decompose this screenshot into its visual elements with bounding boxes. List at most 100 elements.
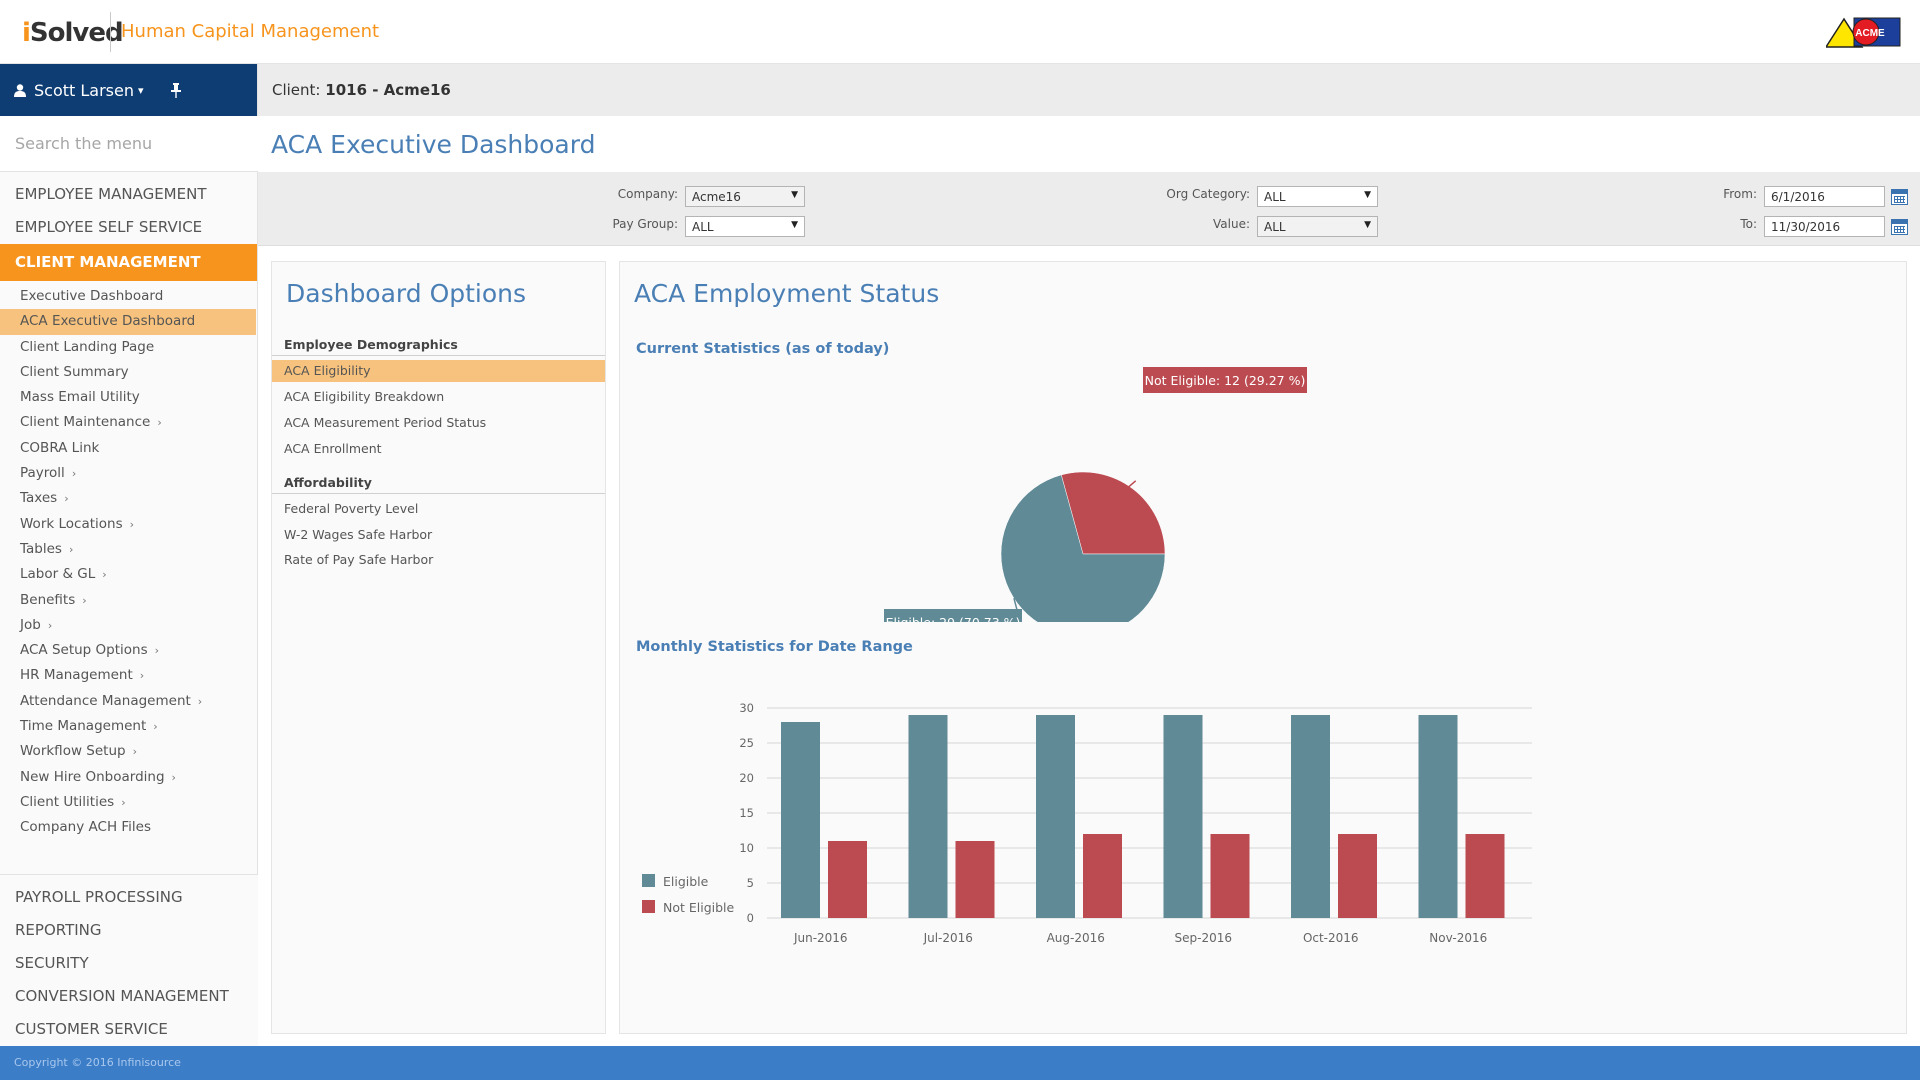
logo-divider <box>110 12 111 52</box>
option-aca-eligibility[interactable]: ACA Eligibility <box>272 360 605 382</box>
from-label: From: <box>1723 187 1757 201</box>
sidebar-item-executive-dashboard[interactable]: Executive Dashboard <box>20 288 164 304</box>
sidebar-item-work-locations[interactable]: Work Locations › <box>20 515 135 532</box>
sidebar-item-benefits[interactable]: Benefits › <box>20 591 87 608</box>
sidebar-item-time-management[interactable]: Time Management › <box>20 718 158 735</box>
tooltip-text-not-eligible: Not Eligible: 12 (29.27 %) <box>1145 373 1306 388</box>
calendar-icon[interactable] <box>1891 189 1908 205</box>
client-logo: ACME <box>1826 17 1901 48</box>
section-customer-service[interactable]: CUSTOMER SERVICE <box>15 1020 168 1038</box>
bar-not-eligible <box>1465 834 1505 918</box>
sidebar: Scott Larsen ▾ EMPLOYEE MANAGEMENT EMPLO… <box>0 64 258 1046</box>
chevron-right-icon: › <box>68 542 74 556</box>
y-tick-label: 10 <box>739 841 754 855</box>
tooltip-box-not-eligible <box>1143 367 1307 393</box>
sidebar-item-tables[interactable]: Tables › <box>20 540 74 557</box>
section-client-management[interactable]: CLIENT MANAGEMENT <box>0 244 257 281</box>
aca-employment-status-panel: ACA Employment Status Current Statistics… <box>619 261 1907 1034</box>
section-conversion-management[interactable]: CONVERSION MANAGEMENT <box>15 987 229 1005</box>
x-tick-label: Sep-2016 <box>1175 931 1233 945</box>
section-reporting[interactable]: REPORTING <box>15 921 102 939</box>
sidebar-item-cobra-link[interactable]: COBRA Link <box>20 439 100 456</box>
y-tick-label: 30 <box>739 701 754 715</box>
user-icon <box>14 83 26 97</box>
option-w2-wages-safe-harbor[interactable]: W-2 Wages Safe Harbor <box>284 527 433 542</box>
from-date-input[interactable]: 6/1/2016 <box>1764 186 1885 207</box>
bar-not-eligible <box>955 841 995 918</box>
y-tick-label: 20 <box>739 771 754 785</box>
sidebar-bottom-sections: PAYROLL PROCESSING REPORTING SECURITY CO… <box>0 874 258 1046</box>
chevron-right-icon: › <box>71 467 77 481</box>
company-label: Company: <box>617 187 678 201</box>
x-tick-label: Aug-2016 <box>1047 931 1105 945</box>
tooltip-text-eligible: Eligible: 29 (70.73 %) <box>886 615 1021 622</box>
dropdown-arrow-icon: ▼ <box>1364 190 1371 200</box>
group-employee-demographics: Employee Demographics <box>284 337 458 352</box>
top-header: iSolved Human Capital Management ACME <box>0 0 1920 64</box>
sidebar-item-client-maintenance[interactable]: Client Maintenance › <box>20 414 162 431</box>
user-name: Scott Larsen <box>34 80 134 100</box>
user-menu[interactable]: Scott Larsen ▾ <box>0 64 257 116</box>
client-bar: Client: 1016 - Acme16 <box>258 64 1920 116</box>
sidebar-item-client-landing-page[interactable]: Client Landing Page <box>20 338 155 355</box>
dropdown-arrow-icon: ▼ <box>1364 220 1371 230</box>
to-date-input[interactable]: 11/30/2016 <box>1764 216 1885 237</box>
chevron-right-icon: › <box>129 517 135 531</box>
pin-icon[interactable] <box>170 82 182 98</box>
x-tick-label: Jul-2016 <box>923 931 973 945</box>
section-payroll-processing[interactable]: PAYROLL PROCESSING <box>15 888 183 906</box>
sidebar-item-attendance-management[interactable]: Attendance Management › <box>20 692 203 709</box>
section-security[interactable]: SECURITY <box>15 954 89 972</box>
org-category-select[interactable]: ALL ▼ <box>1257 186 1378 207</box>
pie-slice-eligible <box>1000 474 1166 622</box>
y-tick-label: 15 <box>739 806 754 820</box>
sidebar-item-job[interactable]: Job › <box>20 616 53 633</box>
sidebar-item-company-ach-files[interactable]: Company ACH Files <box>20 819 152 836</box>
sidebar-item-aca-executive-dashboard[interactable]: ACA Executive Dashboard <box>0 309 256 335</box>
sidebar-item-hr-management[interactable]: HR Management › <box>20 667 145 684</box>
section-employee-self-service[interactable]: EMPLOYEE SELF SERVICE <box>15 218 203 236</box>
group-affordability: Affordability <box>284 475 372 490</box>
chevron-down-icon: ▾ <box>138 83 144 97</box>
logo-text: ACME <box>1855 28 1885 39</box>
option-rate-of-pay-safe-harbor[interactable]: Rate of Pay Safe Harbor <box>284 552 434 567</box>
chevron-right-icon: › <box>121 795 126 809</box>
sidebar-item-new-hire-onboarding[interactable]: New Hire Onboarding › <box>20 768 176 785</box>
sidebar-item-mass-email-utility[interactable]: Mass Email Utility <box>20 389 140 406</box>
sidebar-item-aca-setup-options[interactable]: ACA Setup Options › <box>20 642 160 659</box>
value-label: Value: <box>1213 217 1250 231</box>
chevron-right-icon: › <box>157 416 162 430</box>
section-employee-management[interactable]: EMPLOYEE MANAGEMENT <box>15 185 207 203</box>
option-aca-measurement-period-status[interactable]: ACA Measurement Period Status <box>284 415 487 430</box>
option-aca-enrollment[interactable]: ACA Enrollment <box>284 441 382 456</box>
bar-eligible <box>1291 715 1330 918</box>
sidebar-item-workflow-setup[interactable]: Workflow Setup › <box>20 743 137 760</box>
isolved-logo[interactable]: iSolved <box>22 18 124 48</box>
company-select[interactable]: Acme16 ▼ <box>685 186 805 207</box>
chevron-right-icon: › <box>153 720 158 734</box>
paygroup-select[interactable]: ALL ▼ <box>685 216 805 237</box>
calendar-icon[interactable] <box>1891 219 1908 235</box>
footer: Copyright © 2016 Infinisource <box>0 1046 1920 1080</box>
value-select[interactable]: ALL ▼ <box>1257 216 1378 237</box>
legend-label-eligible: Eligible <box>663 874 709 889</box>
option-federal-poverty-level[interactable]: Federal Poverty Level <box>284 501 419 516</box>
bar-not-eligible <box>1083 834 1122 918</box>
x-tick-label: Jun-2016 <box>793 931 848 945</box>
sidebar-item-taxes[interactable]: Taxes › <box>20 490 69 507</box>
option-aca-eligibility-breakdown[interactable]: ACA Eligibility Breakdown <box>284 389 445 404</box>
menu-search-input[interactable] <box>0 116 258 172</box>
legend-label-not-eligible: Not Eligible <box>663 900 735 915</box>
pie-slice-not-eligible <box>1060 471 1166 555</box>
sidebar-item-payroll[interactable]: Payroll › <box>20 465 77 482</box>
paygroup-label: Pay Group: <box>612 217 678 231</box>
page-title: ACA Executive Dashboard <box>271 130 596 159</box>
product-name: Human Capital Management <box>121 21 380 42</box>
group-divider <box>272 493 605 494</box>
x-tick-label: Oct-2016 <box>1303 931 1359 945</box>
sidebar-item-client-summary[interactable]: Client Summary <box>20 363 129 380</box>
chevron-right-icon: › <box>82 593 87 607</box>
sidebar-item-labor-gl[interactable]: Labor & GL › <box>20 566 107 583</box>
sidebar-item-client-utilities[interactable]: Client Utilities › <box>20 793 126 810</box>
bar-eligible <box>1036 715 1075 918</box>
